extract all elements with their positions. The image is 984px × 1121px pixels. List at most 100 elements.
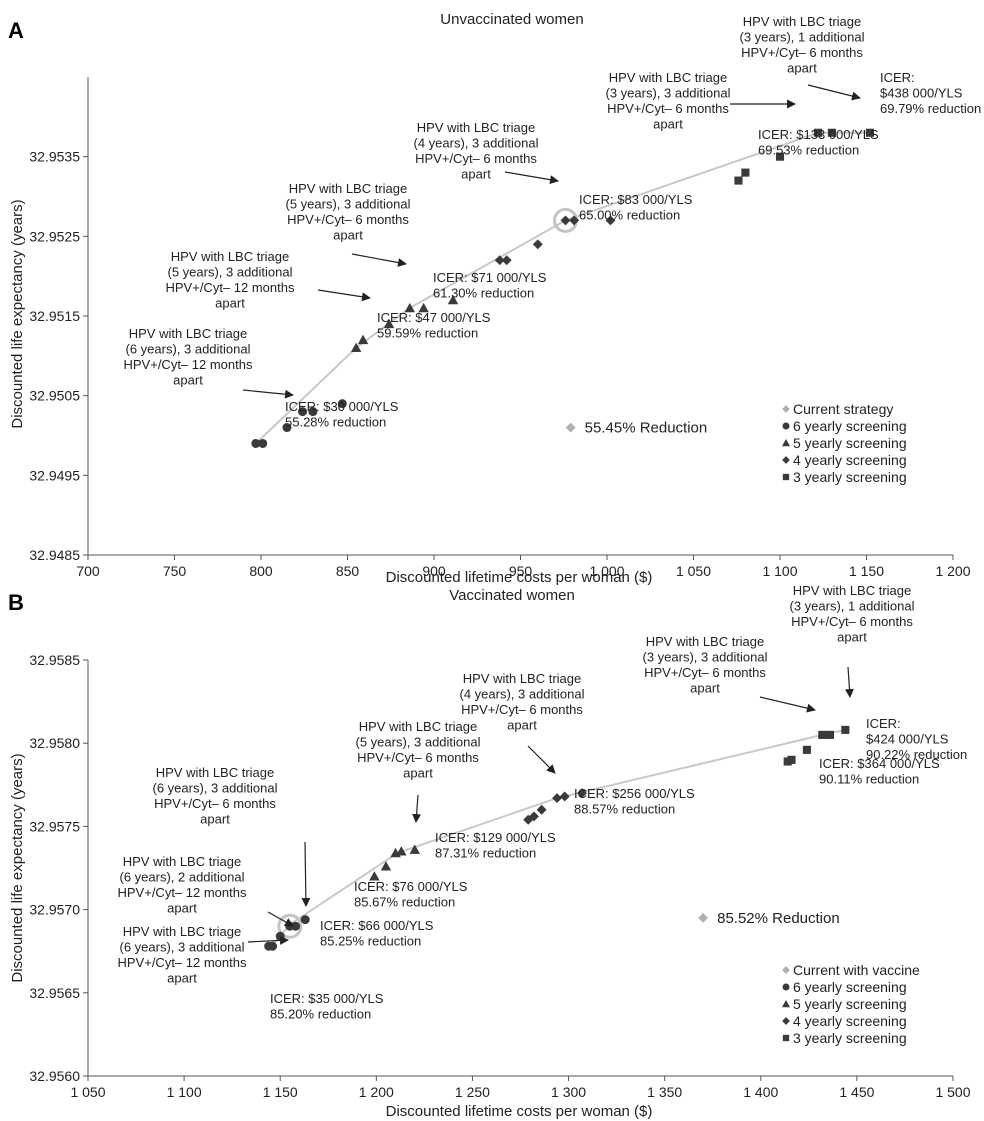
annotation-line: (3 years), 1 additional — [739, 30, 864, 45]
x-tick-label: 900 — [422, 563, 446, 579]
annotation-line: HPV+/Cyt– 6 months — [461, 702, 583, 717]
annotation-line: 59.59% reduction — [377, 326, 478, 341]
data-point — [523, 814, 534, 825]
data-point — [251, 438, 261, 448]
data-point — [300, 915, 310, 925]
data-point — [418, 302, 429, 313]
annotation-line: (6 years), 3 additional — [152, 781, 277, 796]
annotation: ICER: $256 000/YLS 88.57% reduction — [574, 786, 695, 817]
panel-letter: A — [8, 18, 24, 43]
annotation: HPV with LBC triage (6 years), 3 addition… — [124, 326, 253, 388]
annotation: HPV with LBC triage (5 years), 3 addition… — [166, 249, 295, 311]
annotation: ICER: $76 000/YLS 85.67% reduction — [354, 879, 468, 910]
annotation-line: apart — [507, 718, 537, 733]
data-point — [536, 804, 547, 815]
highlight-ring — [277, 913, 303, 939]
legend-marker — [782, 1034, 790, 1042]
y-tick-label: 32.9525 — [29, 228, 80, 244]
annotation-line: apart — [167, 901, 197, 916]
data-point — [552, 793, 562, 804]
annotation: ICER: $35 000/YLS 85.20% reduction — [270, 991, 384, 1022]
annotation: ICER: $424 000/YLS 90.22% reduction — [866, 716, 967, 762]
x-tick-label: 750 — [163, 563, 187, 579]
data-point — [841, 725, 850, 734]
x-tick-label: 1 100 — [762, 563, 797, 579]
annotation-line: HPV+/Cyt– 6 months — [791, 614, 913, 629]
annotation-line: apart — [653, 117, 683, 132]
annotation-line: HPV+/Cyt– 6 months — [741, 45, 863, 60]
annotation-line: 85.25% reduction — [320, 934, 421, 949]
data-point — [532, 239, 543, 250]
annotation-line: HPV with LBC triage — [129, 326, 248, 341]
data-point — [741, 168, 750, 177]
x-tick-label: 1 300 — [551, 1084, 586, 1100]
data-point — [275, 931, 285, 941]
annotation: HPV with LBC triage (3 years), 3 addition… — [605, 70, 730, 132]
data-point — [447, 294, 459, 305]
y-tick-label: 32.9585 — [29, 652, 80, 668]
data-point — [337, 399, 347, 409]
annotation-line: ICER: $83 000/YLS — [579, 192, 693, 207]
legend-marker — [782, 405, 790, 413]
x-tick-label: 1 400 — [743, 1084, 778, 1100]
annotation: HPV with LBC triage (6 years), 3 addition… — [118, 924, 247, 986]
y-tick-label: 32.9565 — [29, 985, 80, 1001]
annotation-line: HPV with LBC triage — [289, 181, 408, 196]
annotation-line: HPV with LBC triage — [463, 671, 582, 686]
legend-marker — [781, 438, 791, 447]
x-tick-label: 1 050 — [676, 563, 711, 579]
annotation-arrow — [242, 389, 294, 399]
reference-label: 55.45% Reduction — [585, 420, 708, 437]
annotation-line: HPV+/Cyt– 6 months — [357, 750, 479, 765]
annotation-line: (5 years), 3 additional — [167, 265, 292, 280]
annotation-line: HPV+/Cyt– 12 months — [118, 955, 247, 970]
series-diamond — [698, 912, 709, 923]
annotation-line: 88.57% reduction — [574, 802, 675, 817]
x-tick-label: 950 — [509, 563, 533, 579]
annotation-line: HPV with LBC triage — [609, 70, 728, 85]
data-point — [825, 730, 835, 739]
annotation-line: apart — [837, 630, 867, 645]
legend-marker — [781, 999, 791, 1008]
x-tick-label: 1 050 — [70, 1084, 105, 1100]
annotation-line: ICER: $47 000/YLS — [377, 310, 491, 325]
legend-label: Current with vaccine — [793, 962, 920, 978]
data-point — [565, 422, 576, 433]
annotation: ICER: $30 000/YLS 55.28% reduction — [285, 399, 399, 430]
data-point — [409, 844, 420, 854]
data-point — [350, 342, 362, 353]
annotation: ICER: $133 000/YLS 69.53% reduction — [758, 127, 879, 158]
data-point — [560, 215, 571, 226]
x-tick-label: 1 150 — [849, 563, 884, 579]
legend-marker — [782, 422, 790, 430]
annotation-line: HPV with LBC triage — [417, 120, 536, 135]
annotation: ICER: $438 000/YLS 69.79% reduction — [880, 70, 981, 116]
legend-marker — [782, 966, 790, 974]
x-tick-label: 800 — [249, 563, 273, 579]
annotation-arrow — [504, 171, 559, 185]
annotation-line: (6 years), 3 additional — [125, 342, 250, 357]
x-tick-label: 1 250 — [455, 1084, 490, 1100]
annotation-line: HPV with LBC triage — [156, 765, 275, 780]
y-tick-label: 32.9580 — [29, 735, 80, 751]
series-circle — [251, 399, 347, 448]
series-square — [734, 128, 875, 185]
annotation-line: ICER: $133 000/YLS — [758, 127, 879, 142]
annotation-line: HPV+/Cyt– 12 months — [166, 280, 295, 295]
annotation-line: 85.67% reduction — [354, 895, 455, 910]
x-tick-label: 850 — [336, 563, 360, 579]
x-tick-label: 1 450 — [839, 1084, 874, 1100]
annotation-line: HPV+/Cyt– 6 months — [287, 212, 409, 227]
data-point — [396, 846, 407, 856]
series-diamond — [523, 788, 587, 825]
series-diamond — [565, 422, 576, 433]
annotation-line: (5 years), 3 additional — [355, 735, 480, 750]
annotation: HPV with LBC triage (6 years), 3 addition… — [152, 765, 277, 827]
data-point — [501, 255, 512, 266]
data-point — [308, 407, 318, 417]
annotation-arrow — [351, 253, 407, 267]
annotation-line: (6 years), 2 additional — [119, 870, 244, 885]
annotation-arrow — [759, 696, 816, 713]
x-tick-label: 1 500 — [935, 1084, 970, 1100]
